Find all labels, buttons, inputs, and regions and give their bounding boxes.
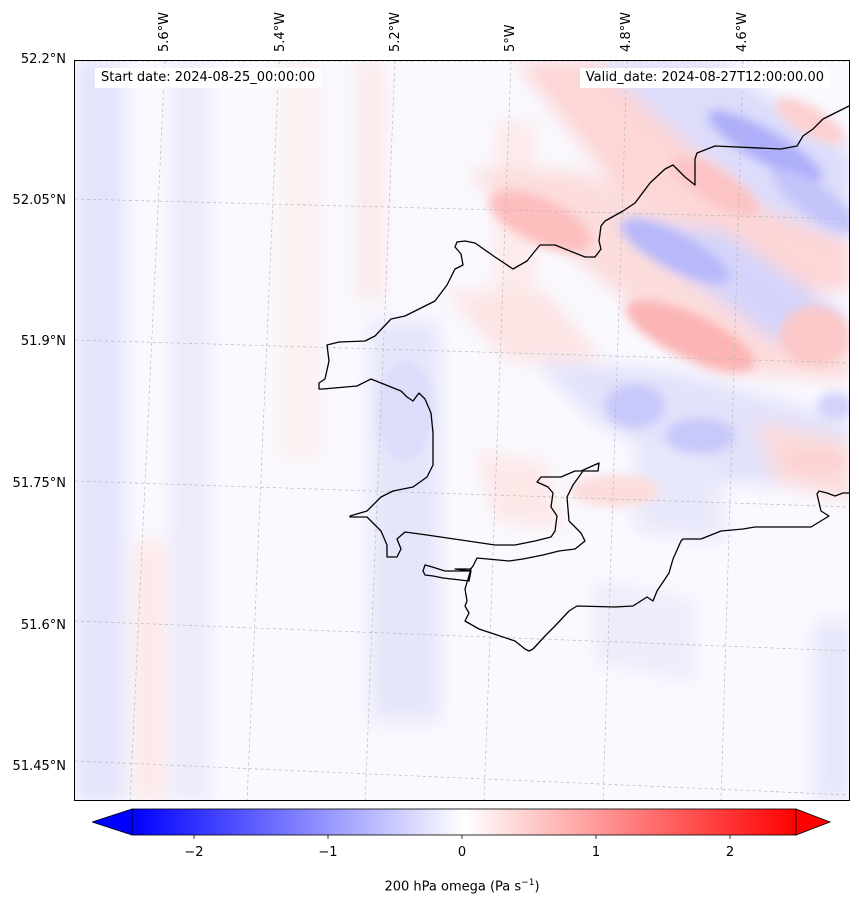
lat-label-51.75: 51.75°N bbox=[12, 476, 66, 491]
lon-label-5.2: 5.2°W bbox=[388, 11, 403, 52]
lat-label-51.9: 51.9°N bbox=[20, 334, 66, 349]
lon-label-5: 5°W bbox=[503, 24, 518, 52]
lon-label-5.4: 5.4°W bbox=[273, 11, 288, 52]
lat-label-51.6: 51.6°N bbox=[20, 618, 66, 633]
lat-label-52.05: 52.05°N bbox=[12, 193, 66, 208]
colorbar-label-text: 200 hPa omega (Pa s bbox=[384, 879, 522, 895]
start-date-label: Start date: 2024-08-25_00:00:00 bbox=[95, 68, 322, 88]
colorbar-tick-0: 0 bbox=[457, 845, 467, 860]
lon-label-5.6: 5.6°W bbox=[157, 11, 172, 52]
colorbar-tick-2: 2 bbox=[725, 845, 735, 860]
omega-field-shading bbox=[75, 61, 849, 800]
coastline-north bbox=[318, 105, 849, 652]
valid-date-label: Valid_date: 2024-08-27T12:00:00.00 bbox=[579, 68, 830, 88]
colorbar-gradient bbox=[131, 808, 797, 836]
lat-label-51.45: 51.45°N bbox=[12, 759, 66, 774]
colorbar-label: 200 hPa omega (Pa s−1) bbox=[0, 878, 859, 894]
colorbar-high-extend bbox=[795, 808, 832, 836]
colorbar-tick-1: 1 bbox=[591, 845, 601, 860]
omega-field-map bbox=[75, 61, 849, 800]
colorbar-label-exponent: −1 bbox=[521, 878, 535, 888]
colorbar-label-close: ) bbox=[534, 879, 540, 895]
colorbar-tick-minus2: −2 bbox=[184, 845, 204, 860]
graticule bbox=[75, 61, 849, 800]
lon-label-4.6: 4.6°W bbox=[735, 11, 750, 52]
coastline bbox=[318, 105, 849, 652]
colorbar-low-extend bbox=[92, 808, 133, 836]
lat-label-52.2: 52.2°N bbox=[20, 52, 66, 67]
lon-label-4.8: 4.8°W bbox=[619, 11, 634, 52]
colorbar bbox=[92, 808, 832, 839]
colorbar-tick-minus1: −1 bbox=[318, 845, 338, 860]
map-panel bbox=[74, 60, 850, 801]
